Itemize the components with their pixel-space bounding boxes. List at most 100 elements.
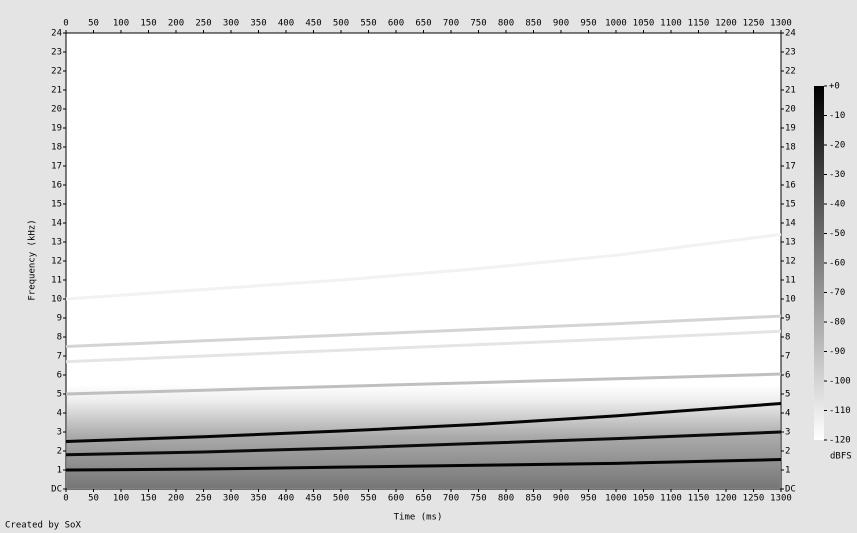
x-tick-label: 1150 xyxy=(688,494,710,504)
colorbar-tick-label: -20 xyxy=(829,141,845,151)
x-tick-label: 200 xyxy=(168,19,184,29)
y-tick-label: 21 xyxy=(51,86,62,96)
footer: Created by SoX xyxy=(5,521,81,531)
x-tick-label: 1200 xyxy=(715,494,737,504)
y-tick-label: 11 xyxy=(51,276,62,286)
y-tick-label: 4 xyxy=(785,409,790,419)
y-tick-label: 19 xyxy=(51,124,62,134)
x-tick-label: 600 xyxy=(388,19,404,29)
y-tick-label: 15 xyxy=(785,200,796,210)
colorbar-tick-label: -80 xyxy=(829,318,845,328)
x-tick-label: 450 xyxy=(305,494,321,504)
x-tick-label: 550 xyxy=(360,494,376,504)
x-tick-label: 1100 xyxy=(660,494,682,504)
y-tick-label: 12 xyxy=(51,257,62,267)
y-tick-label: 14 xyxy=(51,219,62,229)
y-tick-label: 6 xyxy=(57,371,62,381)
x-tick-label: 0 xyxy=(63,19,68,29)
y-tick-label: 22 xyxy=(785,67,796,77)
x-tick-label: 1050 xyxy=(633,19,655,29)
y-tick-label: 8 xyxy=(785,333,790,343)
colorbar-title: dBFS xyxy=(830,452,852,462)
x-tick-label: 300 xyxy=(223,19,239,29)
colorbar-tick-label: +0 xyxy=(829,82,840,92)
colorbar-tick-label: -100 xyxy=(829,377,851,387)
y-tick-label: 17 xyxy=(51,162,62,172)
x-tick-label: 250 xyxy=(195,19,211,29)
x-axis-title: Time (ms) xyxy=(394,513,443,523)
y-tick-label: 13 xyxy=(51,238,62,248)
y-tick-label: DC xyxy=(51,485,62,495)
colorbar-tick-label: -10 xyxy=(829,111,845,121)
colorbar-tick-label: -120 xyxy=(829,436,851,446)
y-tick-label: 10 xyxy=(51,295,62,305)
x-tick-label: 1250 xyxy=(743,19,765,29)
y-tick-label: 19 xyxy=(785,124,796,134)
x-tick-label: 700 xyxy=(443,19,459,29)
x-tick-label: 900 xyxy=(553,494,569,504)
colorbar-tick-label: -30 xyxy=(829,170,845,180)
y-tick-label: DC xyxy=(785,485,796,495)
page: Time (ms) Frequency (kHz) Created by SoX… xyxy=(0,0,857,533)
y-tick-label: 7 xyxy=(785,352,790,362)
colorbar-tick-label: -90 xyxy=(829,347,845,357)
x-tick-label: 200 xyxy=(168,494,184,504)
x-tick-label: 50 xyxy=(88,494,99,504)
y-tick-label: 4 xyxy=(57,409,62,419)
y-tick-label: 3 xyxy=(57,428,62,438)
y-tick-label: 17 xyxy=(785,162,796,172)
y-tick-label: 12 xyxy=(785,257,796,267)
x-tick-label: 350 xyxy=(250,494,266,504)
y-tick-label: 20 xyxy=(51,105,62,115)
y-tick-label: 11 xyxy=(785,276,796,286)
x-tick-label: 1000 xyxy=(605,494,627,504)
chart: Time (ms) Frequency (kHz) Created by SoX… xyxy=(0,0,857,533)
y-tick-label: 23 xyxy=(51,48,62,58)
colorbar-tick-label: -40 xyxy=(829,200,845,210)
colorbar-tick-label: -110 xyxy=(829,406,851,416)
x-tick-label: 500 xyxy=(333,19,349,29)
y-tick-label: 5 xyxy=(785,390,790,400)
x-tick-label: 1300 xyxy=(770,19,792,29)
x-tick-label: 400 xyxy=(278,19,294,29)
x-tick-label: 700 xyxy=(443,494,459,504)
x-tick-label: 900 xyxy=(553,19,569,29)
y-tick-label: 1 xyxy=(785,466,790,476)
x-tick-label: 1100 xyxy=(660,19,682,29)
x-tick-label: 1150 xyxy=(688,19,710,29)
x-tick-label: 550 xyxy=(360,19,376,29)
x-tick-label: 800 xyxy=(498,19,514,29)
colorbar-tick-label: -60 xyxy=(829,259,845,269)
x-tick-label: 0 xyxy=(63,494,68,504)
x-tick-label: 50 xyxy=(88,19,99,29)
y-tick-label: 23 xyxy=(785,48,796,58)
y-tick-label: 16 xyxy=(785,181,796,191)
x-tick-label: 100 xyxy=(113,19,129,29)
y-tick-label: 22 xyxy=(51,67,62,77)
y-tick-label: 7 xyxy=(57,352,62,362)
x-tick-label: 750 xyxy=(470,19,486,29)
y-tick-label: 8 xyxy=(57,333,62,343)
x-tick-label: 950 xyxy=(580,19,596,29)
y-tick-label: 24 xyxy=(51,29,62,39)
x-tick-label: 100 xyxy=(113,494,129,504)
x-tick-label: 1200 xyxy=(715,19,737,29)
y-tick-label: 24 xyxy=(785,29,796,39)
x-tick-label: 1300 xyxy=(770,494,792,504)
y-tick-label: 13 xyxy=(785,238,796,248)
y-tick-label: 9 xyxy=(57,314,62,324)
x-tick-label: 750 xyxy=(470,494,486,504)
y-tick-label: 14 xyxy=(785,219,796,229)
y-tick-label: 3 xyxy=(785,428,790,438)
x-tick-label: 300 xyxy=(223,494,239,504)
x-tick-label: 950 xyxy=(580,494,596,504)
colorbar-tick-label: -50 xyxy=(829,229,845,239)
y-tick-label: 15 xyxy=(51,200,62,210)
x-tick-label: 450 xyxy=(305,19,321,29)
x-tick-label: 650 xyxy=(415,494,431,504)
x-tick-label: 600 xyxy=(388,494,404,504)
y-tick-label: 18 xyxy=(785,143,796,153)
x-tick-label: 400 xyxy=(278,494,294,504)
x-tick-label: 150 xyxy=(140,494,156,504)
y-tick-label: 16 xyxy=(51,181,62,191)
